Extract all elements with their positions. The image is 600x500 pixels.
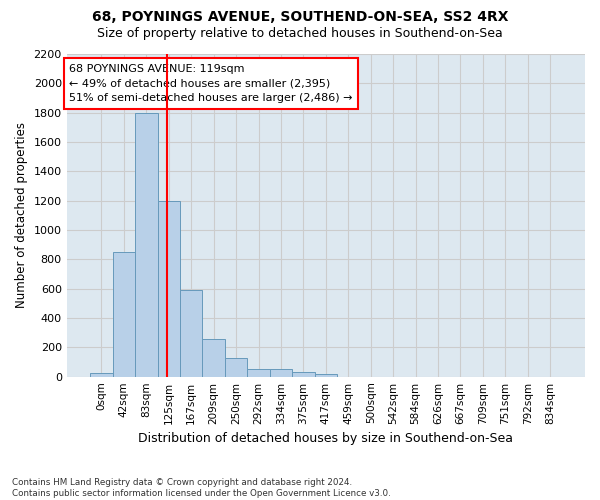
X-axis label: Distribution of detached houses by size in Southend-on-Sea: Distribution of detached houses by size … [139,432,514,445]
Bar [247,370,270,376]
Bar [135,112,158,376]
Text: 68 POYNINGS AVENUE: 119sqm
← 49% of detached houses are smaller (2,395)
51% of s: 68 POYNINGS AVENUE: 119sqm ← 49% of deta… [69,64,353,104]
Bar [202,338,225,376]
Bar [90,373,113,376]
Bar [158,200,180,376]
Text: Contains HM Land Registry data © Crown copyright and database right 2024.
Contai: Contains HM Land Registry data © Crown c… [12,478,391,498]
Y-axis label: Number of detached properties: Number of detached properties [15,122,28,308]
Bar [270,370,292,376]
Bar [225,358,247,376]
Text: 68, POYNINGS AVENUE, SOUTHEND-ON-SEA, SS2 4RX: 68, POYNINGS AVENUE, SOUTHEND-ON-SEA, SS… [92,10,508,24]
Bar [180,290,202,376]
Bar [292,372,314,376]
Text: Size of property relative to detached houses in Southend-on-Sea: Size of property relative to detached ho… [97,28,503,40]
Bar [113,252,135,376]
Bar [314,374,337,376]
